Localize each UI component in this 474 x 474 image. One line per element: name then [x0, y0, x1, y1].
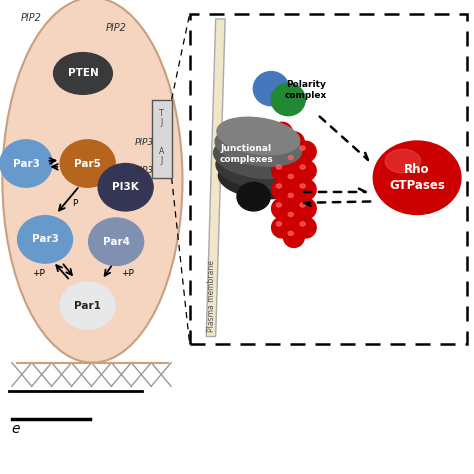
Ellipse shape	[295, 217, 316, 238]
Ellipse shape	[283, 170, 304, 191]
Ellipse shape	[272, 217, 292, 238]
Ellipse shape	[276, 146, 282, 150]
Ellipse shape	[2, 0, 182, 363]
Text: Polarity
complex: Polarity complex	[284, 81, 327, 100]
Ellipse shape	[300, 222, 305, 226]
Text: PIP2: PIP2	[106, 23, 127, 33]
Ellipse shape	[216, 149, 301, 189]
Ellipse shape	[385, 149, 420, 173]
Ellipse shape	[288, 155, 293, 160]
Text: Par5: Par5	[74, 158, 101, 169]
Text: Par3: Par3	[32, 234, 58, 245]
Text: +P: +P	[121, 269, 135, 278]
Ellipse shape	[0, 140, 52, 187]
Ellipse shape	[60, 282, 115, 329]
Ellipse shape	[276, 165, 282, 169]
Ellipse shape	[283, 227, 304, 247]
Ellipse shape	[300, 184, 305, 188]
Text: PIP3: PIP3	[135, 166, 154, 175]
Ellipse shape	[283, 151, 304, 172]
Ellipse shape	[300, 203, 305, 207]
Ellipse shape	[237, 182, 270, 211]
Bar	[5, 363, 180, 474]
Ellipse shape	[283, 189, 304, 210]
Text: Junctional
complexes: Junctional complexes	[219, 144, 273, 164]
Text: Par3: Par3	[13, 158, 39, 169]
Ellipse shape	[288, 193, 293, 198]
Text: Par1: Par1	[74, 301, 101, 311]
Ellipse shape	[288, 174, 293, 179]
Ellipse shape	[288, 137, 293, 141]
Bar	[190, 14, 467, 344]
Text: P: P	[72, 199, 78, 208]
Ellipse shape	[276, 222, 282, 226]
Ellipse shape	[219, 162, 298, 199]
Text: Par4: Par4	[103, 237, 129, 247]
Ellipse shape	[373, 141, 461, 215]
Text: e: e	[12, 422, 20, 436]
Bar	[152, 100, 172, 178]
Ellipse shape	[272, 160, 292, 181]
Text: Plasma membrane: Plasma membrane	[208, 260, 216, 332]
Ellipse shape	[214, 137, 303, 179]
Ellipse shape	[295, 179, 316, 200]
Text: PI3K: PI3K	[112, 182, 139, 192]
Ellipse shape	[283, 132, 304, 153]
Ellipse shape	[272, 141, 292, 162]
Ellipse shape	[253, 72, 289, 106]
Ellipse shape	[54, 53, 112, 94]
Ellipse shape	[276, 184, 282, 188]
Ellipse shape	[300, 165, 305, 169]
Polygon shape	[206, 19, 225, 337]
Ellipse shape	[295, 198, 316, 219]
Ellipse shape	[300, 146, 305, 150]
Ellipse shape	[288, 231, 293, 236]
Text: +P: +P	[32, 269, 46, 278]
Ellipse shape	[18, 216, 73, 263]
Ellipse shape	[271, 83, 305, 116]
Ellipse shape	[276, 203, 282, 207]
Ellipse shape	[276, 127, 282, 131]
Ellipse shape	[295, 141, 316, 162]
Ellipse shape	[272, 122, 292, 143]
Ellipse shape	[295, 160, 316, 181]
Ellipse shape	[217, 117, 300, 155]
Text: Rho
GTPases: Rho GTPases	[389, 163, 445, 192]
Text: PTEN: PTEN	[68, 68, 98, 79]
Ellipse shape	[60, 140, 115, 187]
Ellipse shape	[272, 179, 292, 200]
Text: A
J: A J	[159, 147, 164, 165]
Ellipse shape	[283, 208, 304, 228]
Ellipse shape	[272, 198, 292, 219]
Ellipse shape	[288, 212, 293, 217]
Ellipse shape	[89, 218, 144, 265]
Ellipse shape	[98, 164, 153, 211]
Text: T
J: T J	[159, 109, 164, 127]
Text: PIP2: PIP2	[20, 13, 41, 23]
Text: PIP3: PIP3	[135, 137, 154, 146]
Ellipse shape	[215, 127, 301, 166]
